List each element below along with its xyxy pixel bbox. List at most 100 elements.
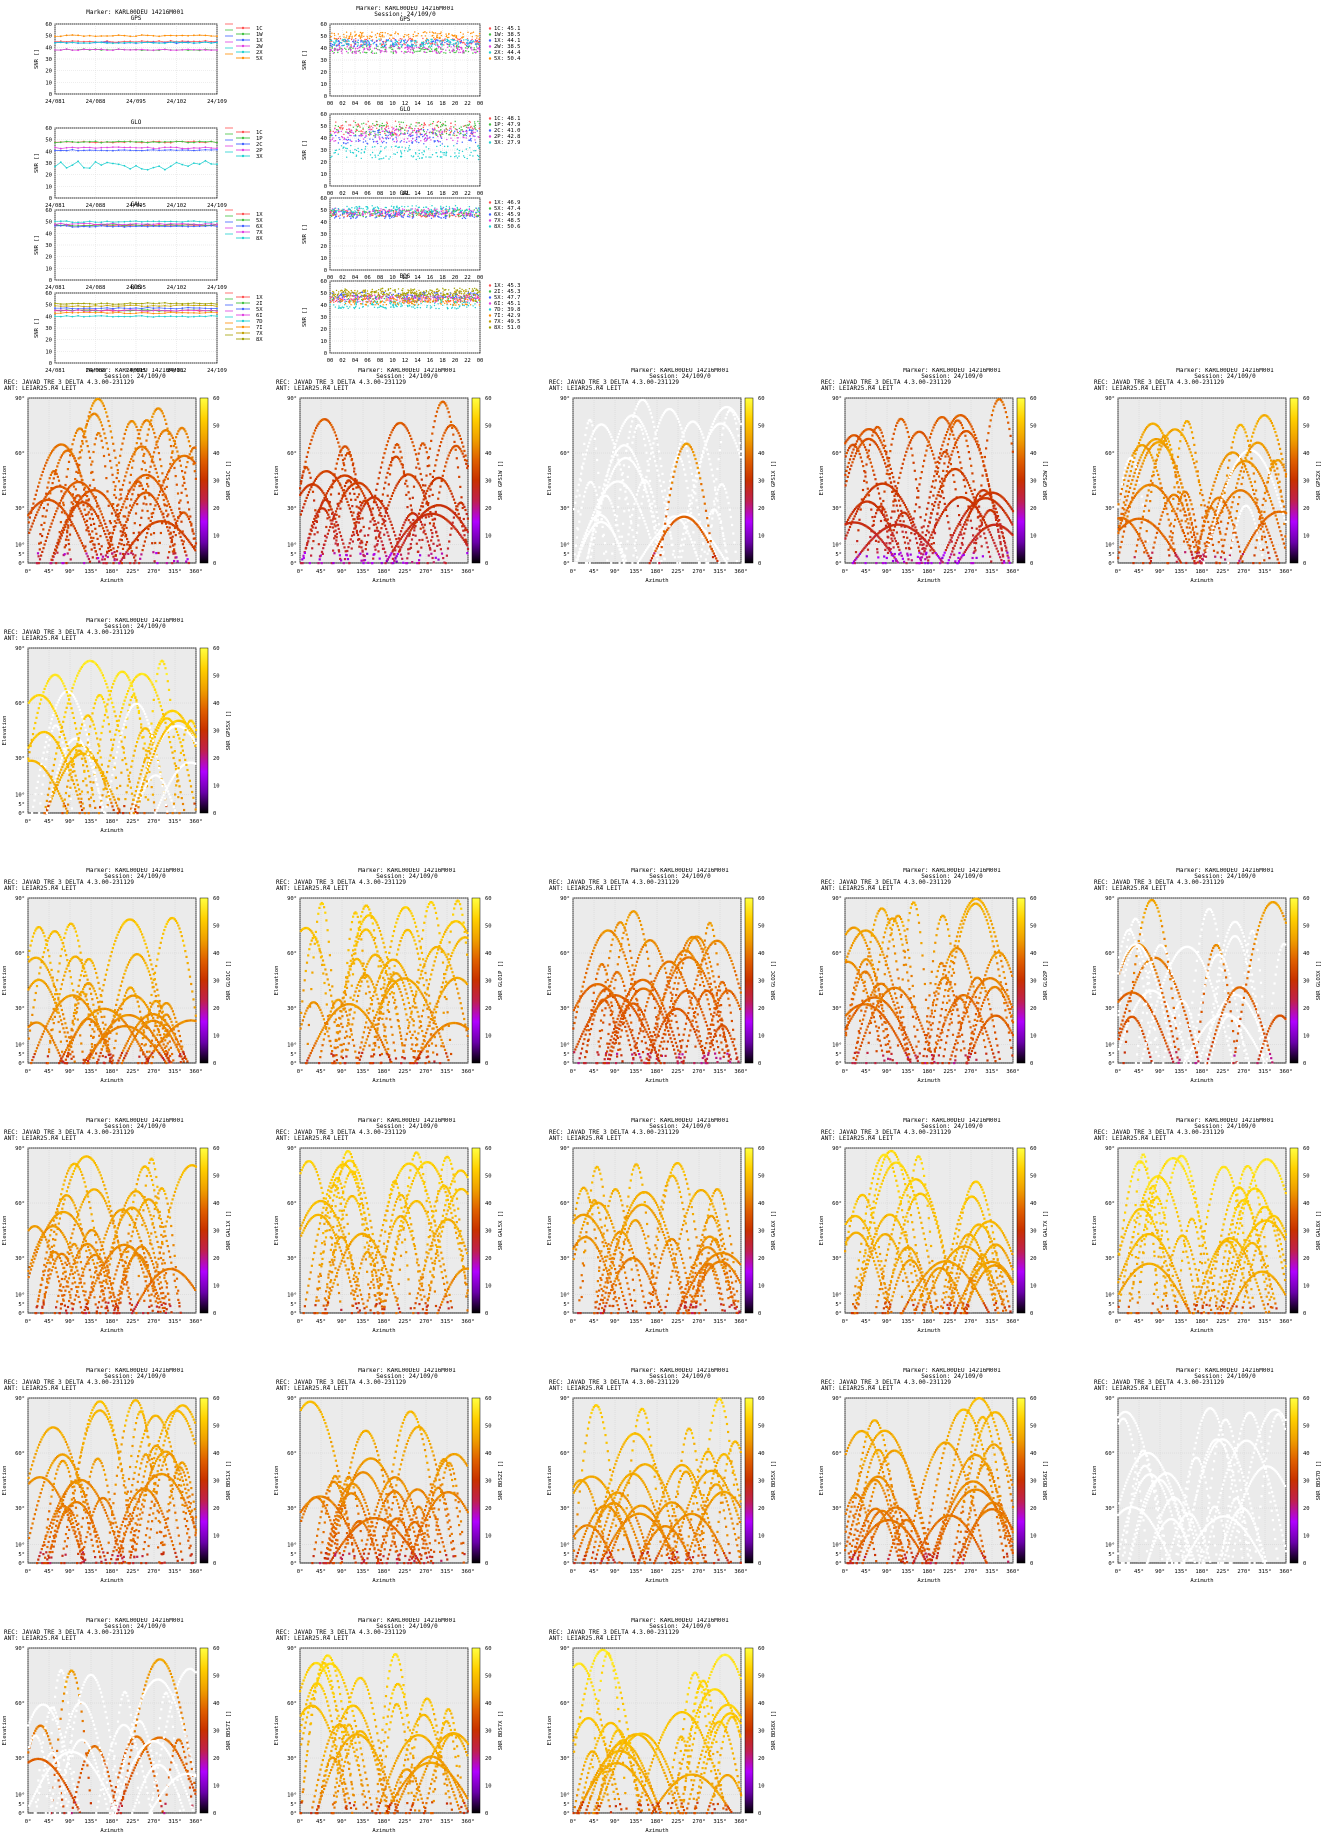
data-point: [388, 290, 389, 291]
data-point: [164, 302, 166, 304]
y-tick-label: 20: [320, 244, 327, 250]
data-point: [343, 299, 344, 300]
data-point: [434, 50, 435, 51]
data-point: [476, 44, 477, 45]
data-point: [210, 315, 212, 317]
data-point: [420, 45, 421, 46]
data-point: [405, 42, 406, 43]
data-point: [442, 44, 443, 45]
data-point: [354, 45, 355, 46]
data-point: [423, 125, 424, 126]
data-point: [176, 308, 178, 310]
data-point: [382, 131, 383, 132]
data-point: [349, 48, 350, 49]
data-point: [374, 212, 375, 213]
data-point: [460, 32, 461, 33]
data-point: [476, 37, 477, 38]
data-point: [100, 225, 102, 227]
data-point: [72, 308, 74, 310]
data-point: [95, 41, 97, 43]
data-point: [354, 51, 355, 52]
data-point: [363, 123, 364, 124]
data-point: [370, 132, 371, 133]
data-point: [350, 32, 351, 33]
data-point: [368, 300, 369, 301]
data-point: [135, 223, 137, 225]
data-point: [83, 150, 85, 152]
data-point: [89, 306, 91, 308]
data-point: [451, 44, 452, 45]
data-point: [158, 302, 160, 304]
data-point: [375, 217, 376, 218]
data-point: [199, 224, 201, 226]
data-point: [335, 125, 336, 126]
data-point: [349, 216, 350, 217]
track-point: [112, 507, 114, 509]
data-point: [383, 42, 384, 43]
data-point: [77, 42, 79, 44]
data-point: [100, 42, 102, 44]
data-point: [473, 40, 474, 41]
data-point: [352, 51, 353, 52]
data-point: [456, 50, 457, 51]
data-point: [424, 47, 425, 48]
data-point: [469, 206, 470, 207]
data-point: [384, 216, 385, 217]
data-point: [448, 295, 449, 296]
y-tick-label: 30: [45, 243, 52, 249]
x-tick-label: 24/081: [45, 99, 65, 105]
data-point: [447, 37, 448, 38]
data-point: [404, 139, 405, 140]
data-point: [346, 43, 347, 44]
legend-marker: [489, 314, 491, 316]
data-point: [433, 297, 434, 298]
data-point: [477, 121, 478, 122]
data-point: [445, 208, 446, 209]
data-point: [438, 214, 439, 215]
data-point: [350, 139, 351, 140]
data-point: [460, 42, 461, 43]
data-point: [478, 148, 479, 149]
data-point: [455, 124, 456, 125]
data-point: [363, 42, 364, 43]
data-point: [112, 226, 114, 228]
data-point: [463, 33, 464, 34]
data-point: [386, 135, 387, 136]
data-point: [446, 293, 447, 294]
data-point: [417, 298, 418, 299]
data-point: [193, 310, 195, 312]
data-point: [448, 289, 449, 290]
data-point: [386, 142, 387, 143]
data-point: [349, 306, 350, 307]
data-point: [72, 312, 74, 314]
data-point: [438, 130, 439, 131]
data-point: [393, 206, 394, 207]
data-point: [181, 221, 183, 223]
data-point: [361, 158, 362, 159]
data-point: [153, 303, 155, 305]
data-point: [469, 45, 470, 46]
chart-title: GAL: [131, 201, 142, 208]
data-point: [350, 50, 351, 51]
data-point: [415, 42, 416, 43]
data-point: [347, 148, 348, 149]
data-point: [392, 296, 393, 297]
data-point: [421, 152, 422, 153]
data-point: [472, 216, 473, 217]
data-point: [330, 215, 331, 216]
data-point: [424, 51, 425, 52]
data-point: [199, 141, 201, 143]
data-point: [381, 128, 382, 129]
data-point: [407, 302, 408, 303]
data-point: [467, 39, 468, 40]
data-point: [380, 32, 381, 33]
data-point: [439, 297, 440, 298]
legend-marker: [489, 219, 491, 221]
data-point: [450, 134, 451, 135]
data-point: [458, 137, 459, 138]
data-point: [390, 137, 391, 138]
data-point: [436, 134, 437, 135]
data-point: [459, 47, 460, 48]
data-point: [457, 294, 458, 295]
